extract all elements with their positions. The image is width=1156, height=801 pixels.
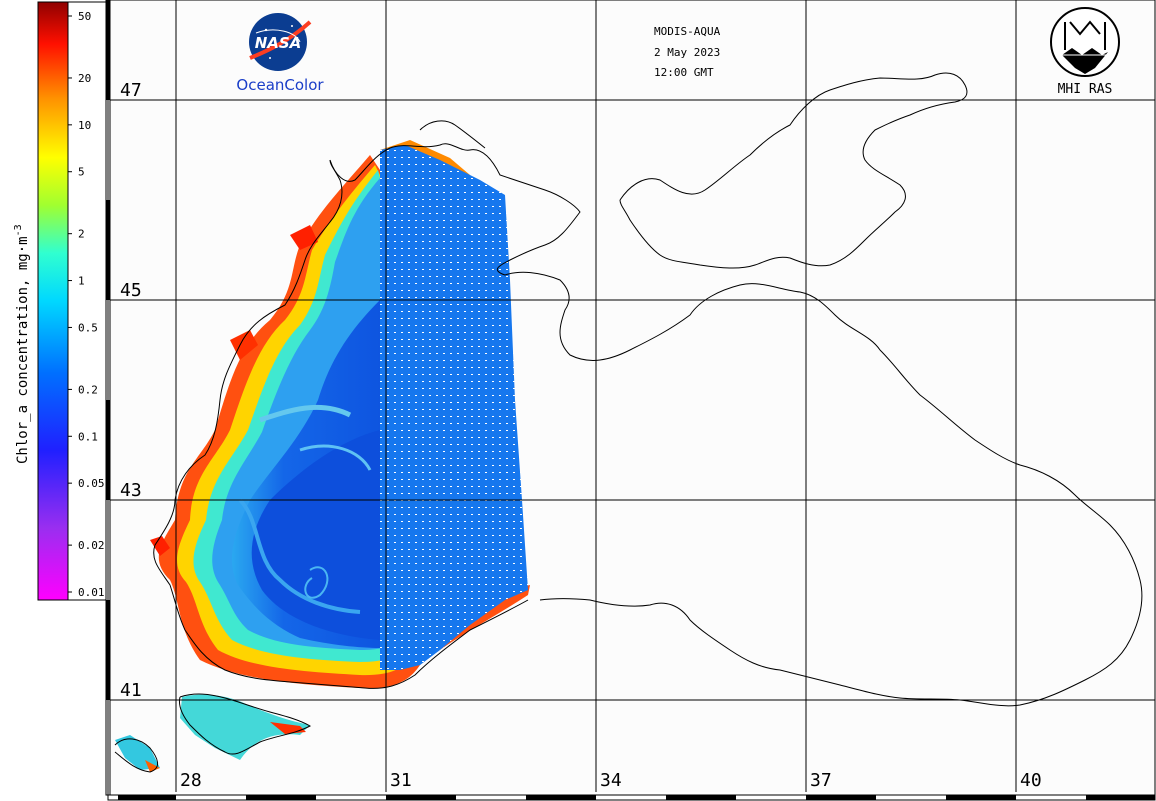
colorbar-title: Chlor_a concentration, mg·m-3 xyxy=(13,224,31,464)
lon-label-34: 34 xyxy=(600,770,622,791)
time-label: 12:00 GMT xyxy=(654,66,714,79)
mhi-ras-caption: MHI RAS xyxy=(1058,82,1113,97)
image-header: MODIS-AQUA 2 May 2023 12:00 GMT xyxy=(654,25,721,79)
lon-label-31: 31 xyxy=(390,770,412,791)
colorbar-tick-label: 0.01 xyxy=(78,586,105,599)
chlorophyll-field xyxy=(115,140,531,772)
colorbar-tick-label: 0.5 xyxy=(78,321,98,334)
date-label: 2 May 2023 xyxy=(654,46,720,59)
colorbar-tick-label: 20 xyxy=(78,72,91,85)
mhi-ras-emblem-icon xyxy=(1050,7,1120,77)
lat-label-45: 45 xyxy=(120,280,142,301)
colorbar-tick-label: 50 xyxy=(78,10,91,23)
scale-bar-bottom xyxy=(107,794,1156,801)
colorbar-tick-label: 1 xyxy=(78,275,85,288)
colorbar-tick-label: 0.1 xyxy=(78,430,98,443)
colorbar-tick-label: 5 xyxy=(78,166,85,179)
coastline xyxy=(114,72,1143,773)
colorbar-tick-label: 0.05 xyxy=(78,477,105,490)
graticule xyxy=(108,0,1155,792)
mhi-ras-logo: MHI RAS xyxy=(1050,7,1120,97)
colorbar-tick-label: 0.2 xyxy=(78,383,98,396)
sensor-label: MODIS-AQUA xyxy=(654,25,721,38)
colorbar-tick-label: 0.02 xyxy=(78,539,105,552)
colorbar-tick-label: 10 xyxy=(78,119,91,132)
lat-label-43: 43 xyxy=(120,480,142,501)
nasa-wordmark: NASA xyxy=(255,34,302,52)
lat-label-47: 47 xyxy=(120,80,142,101)
latitude-labels: 47 45 43 41 xyxy=(120,80,142,701)
lon-label-37: 37 xyxy=(810,770,832,791)
colorbar-gradient xyxy=(37,1,69,601)
lon-label-40: 40 xyxy=(1020,770,1042,791)
colorbar-tick-label: 2 xyxy=(78,228,85,241)
nasa-meatball-icon xyxy=(249,13,312,71)
nasa-logo: NASA OceanColor xyxy=(236,13,324,94)
oceancolor-caption: OceanColor xyxy=(236,76,324,94)
colorbar: 50 20 10 5 2 1 0.5 0.2 0.1 0.05 0.02 0.01 Chlor_a c… xyxy=(13,1,107,601)
longitude-labels: 28 31 34 37 40 xyxy=(180,770,1042,791)
colorbar-ticks: 50 20 10 5 2 1 0.5 0.2 0.1 0.05 0.02 0.01 xyxy=(68,10,105,599)
lon-label-28: 28 xyxy=(180,770,202,791)
lat-label-41: 41 xyxy=(120,680,142,701)
